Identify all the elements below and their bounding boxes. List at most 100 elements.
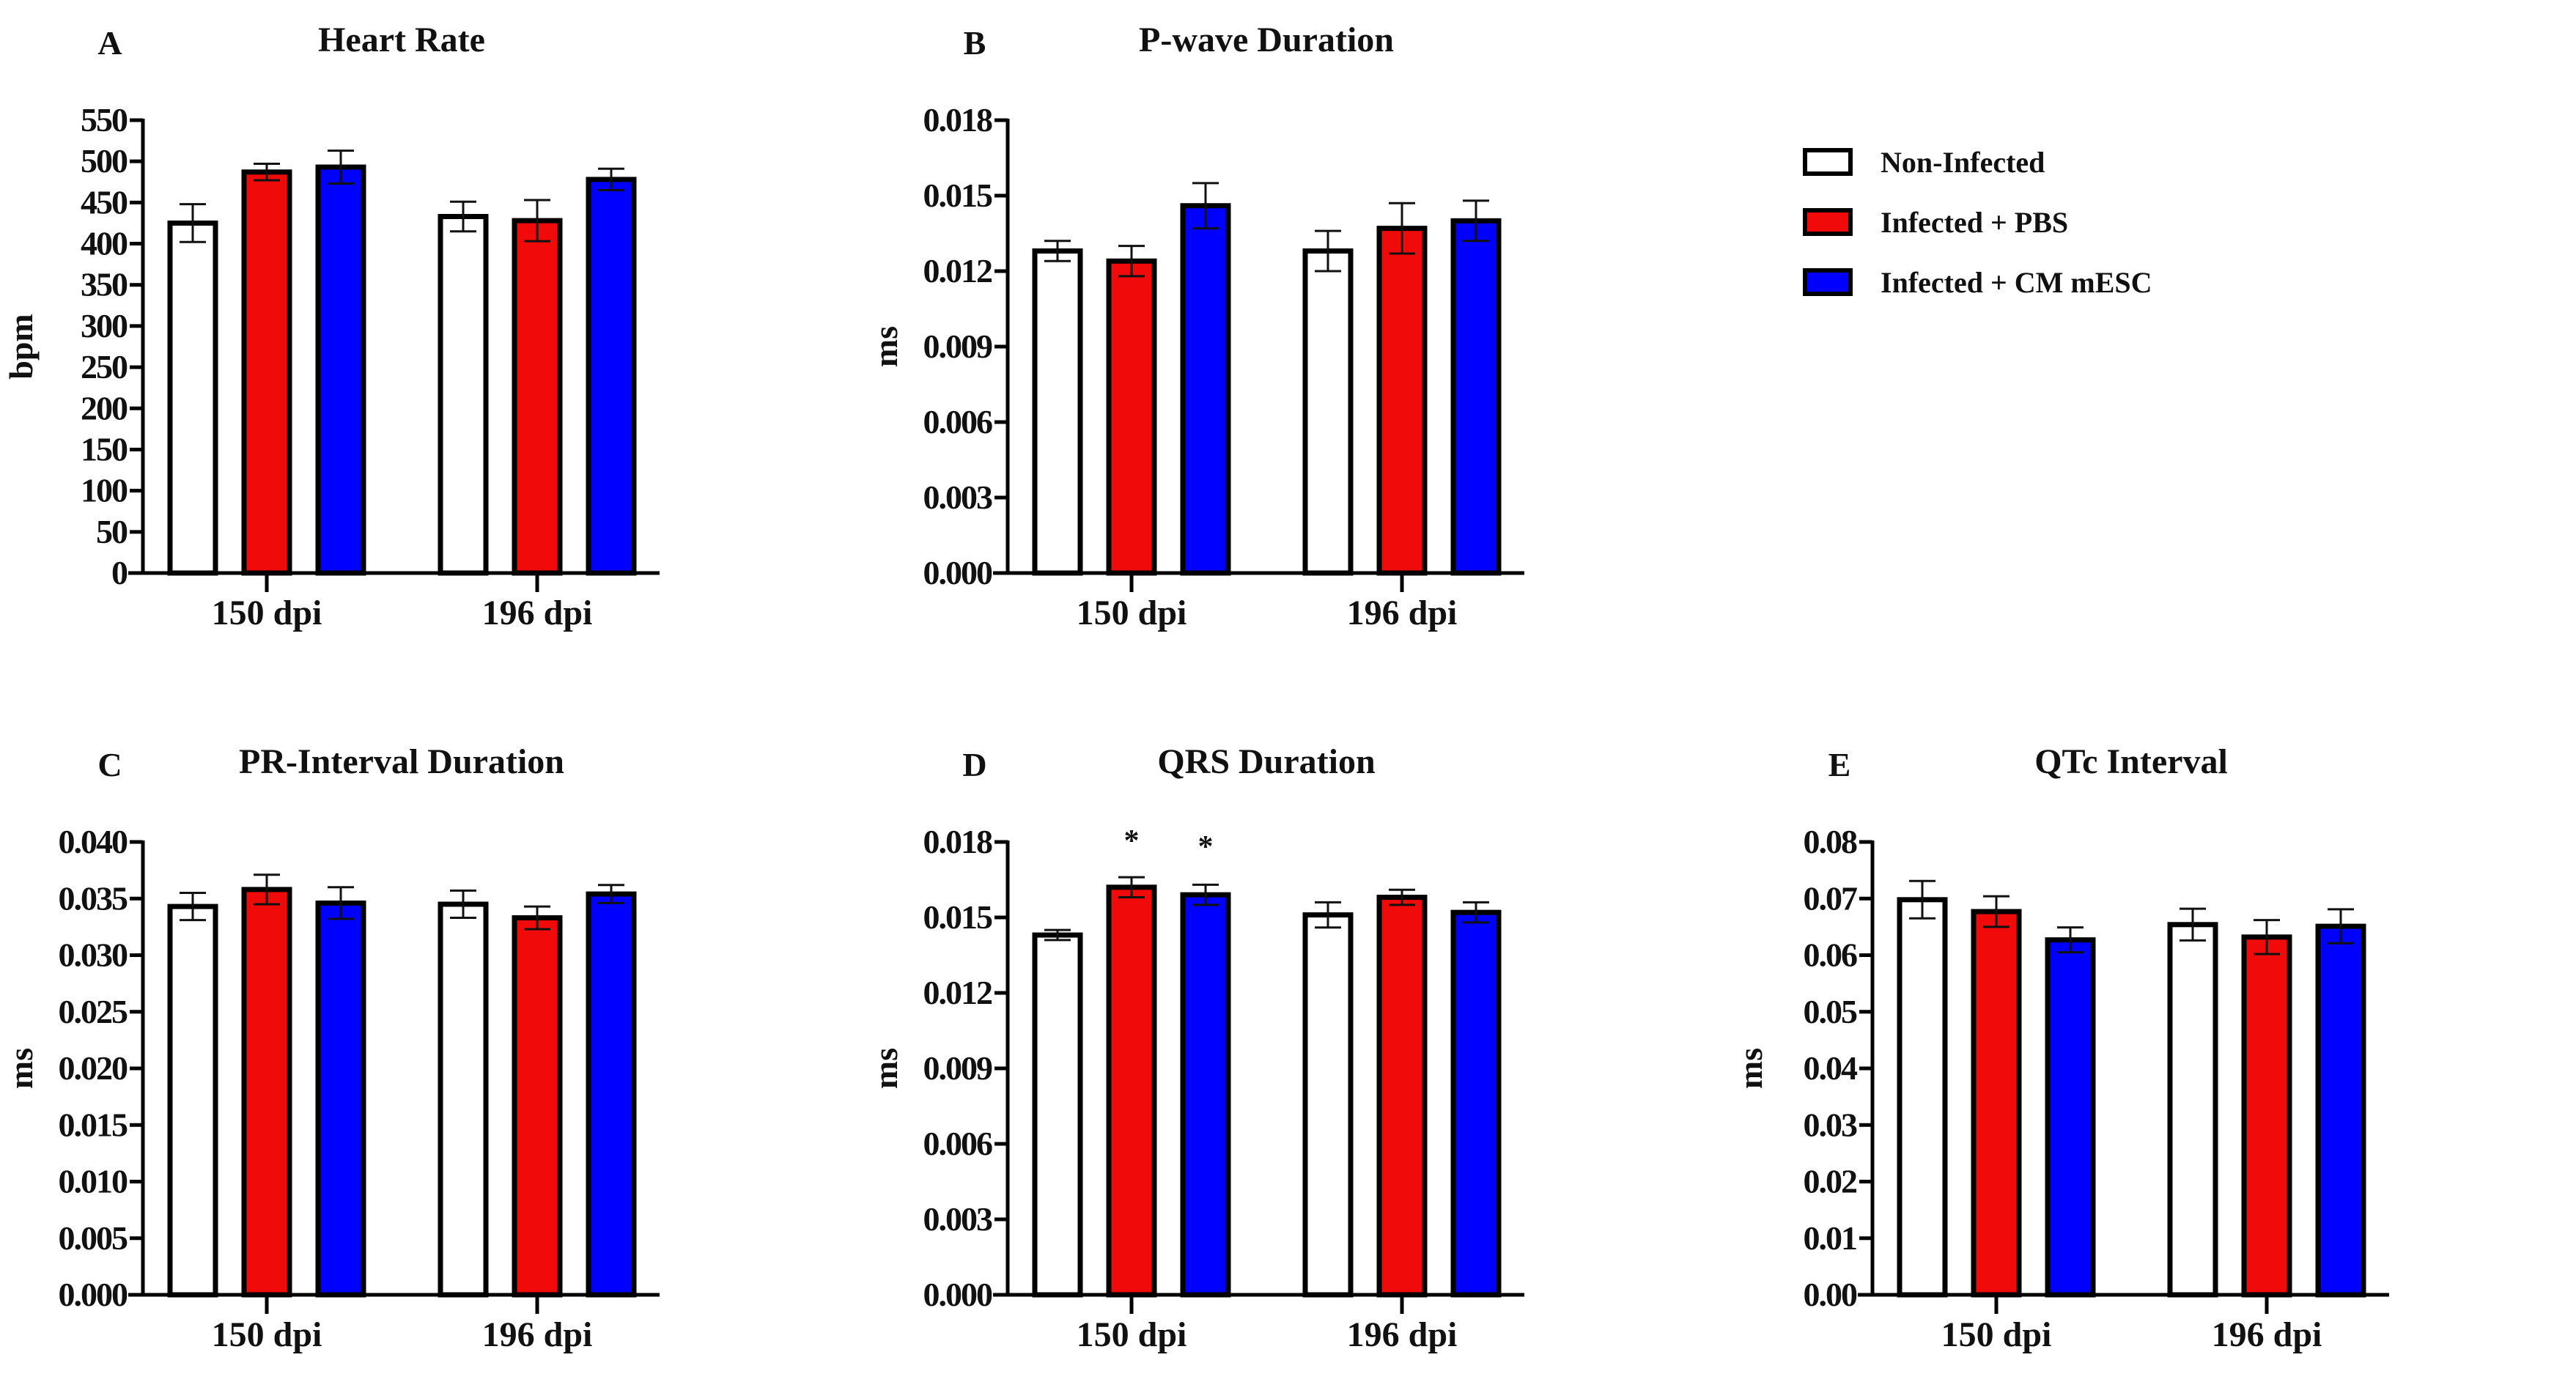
panel-letter: C xyxy=(97,746,122,783)
significance-marker: * xyxy=(1198,830,1214,864)
chart-title: Heart Rate xyxy=(318,21,485,59)
panel-letter: D xyxy=(962,746,986,783)
y-tick-label: 100 xyxy=(81,472,128,509)
y-tick-label: 0.015 xyxy=(59,1106,128,1143)
chart-panel-b: B P-wave Duration ms 0.000 0.003 0.006 0.009 0.… xyxy=(867,21,1524,632)
y-tick-label: 0.015 xyxy=(923,898,993,936)
y-axis-label: ms xyxy=(867,1048,904,1089)
panel-letter: E xyxy=(1828,746,1851,783)
legend-item-infected-pbs: Infected + PBS xyxy=(1803,192,2152,252)
chart-panel-a: A Heart Rate bpm 0 50 100 150 200 250 300 350 400 45… xyxy=(2,21,660,632)
y-tick-label: 0.006 xyxy=(923,1125,993,1162)
y-tick-label: 350 xyxy=(81,266,128,303)
bar xyxy=(512,915,563,1298)
y-tick-label: 0.015 xyxy=(923,177,993,214)
y-tick-label: 50 xyxy=(96,513,128,550)
y-tick-label: 0 xyxy=(111,554,128,591)
x-tick-label: 150 dpi xyxy=(1077,594,1187,632)
chart-title: QRS Duration xyxy=(1157,742,1375,781)
bar xyxy=(1180,892,1231,1298)
bar xyxy=(315,900,366,1298)
y-tick-label: 0.025 xyxy=(59,993,128,1030)
y-tick-label: 500 xyxy=(81,142,128,180)
chart-title: PR-Interval Duration xyxy=(239,742,564,781)
y-tick-label: 0.00 xyxy=(1804,1276,1858,1313)
legend-swatch xyxy=(1803,148,1853,176)
y-axis-label: bpm xyxy=(2,314,40,379)
chart-panel-c: C PR-Interval Duration ms 0.000 0.005 0.010 0.… xyxy=(2,742,660,1354)
y-tick-label: 250 xyxy=(81,348,128,385)
y-tick-label: 0.018 xyxy=(923,823,993,860)
bar xyxy=(1376,226,1428,576)
x-tick-label: 196 dpi xyxy=(482,1315,593,1354)
y-tick-label: 200 xyxy=(81,389,128,426)
significance-marker: * xyxy=(1124,824,1140,858)
y-tick-label: 0.040 xyxy=(59,823,128,860)
y-tick-label: 0.012 xyxy=(923,974,993,1011)
y-tick-label: 0.07 xyxy=(1804,879,1858,917)
y-tick-label: 0.000 xyxy=(923,1276,993,1313)
x-tick-label: 150 dpi xyxy=(1077,1315,1187,1354)
x-tick-label: 150 dpi xyxy=(1941,1315,2052,1354)
bar xyxy=(1302,912,1354,1298)
y-tick-label: 0.05 xyxy=(1804,993,1858,1030)
bar xyxy=(1897,897,1948,1298)
bar xyxy=(438,213,489,576)
bar xyxy=(1450,218,1502,576)
y-tick-label: 0.009 xyxy=(923,1049,993,1087)
y-tick-label: 0.000 xyxy=(923,554,993,591)
y-tick-label: 0.003 xyxy=(923,1200,993,1238)
legend-label: Non-Infected xyxy=(1881,145,2045,179)
y-axis-label: ms xyxy=(867,326,904,367)
y-tick-label: 400 xyxy=(81,225,128,262)
y-tick-label: 0.020 xyxy=(59,1049,128,1087)
panel-letter: B xyxy=(964,24,986,62)
bar xyxy=(1971,909,2022,1298)
bar xyxy=(2315,923,2366,1298)
y-tick-label: 0.03 xyxy=(1804,1106,1858,1143)
y-tick-label: 0.003 xyxy=(923,479,993,516)
y-tick-label: 0.000 xyxy=(59,1276,128,1313)
bar xyxy=(1032,932,1083,1298)
y-tick-label: 0.08 xyxy=(1804,823,1858,860)
bar xyxy=(1032,248,1083,576)
x-tick-label: 196 dpi xyxy=(1347,594,1458,632)
legend-item-infected-cm-mesc: Infected + CM mESC xyxy=(1803,252,2152,312)
legend: Non-Infected Infected + PBS Infected + C… xyxy=(1803,132,2152,312)
chart-title: P-wave Duration xyxy=(1139,21,1394,59)
bar xyxy=(1376,895,1428,1298)
bar xyxy=(315,164,366,576)
y-tick-label: 300 xyxy=(81,307,128,344)
y-tick-label: 0.04 xyxy=(1804,1049,1859,1087)
x-tick-label: 150 dpi xyxy=(212,594,322,632)
y-tick-label: 150 xyxy=(81,430,128,468)
bar xyxy=(1302,248,1354,576)
y-tick-label: 550 xyxy=(81,101,128,138)
x-tick-label: 196 dpi xyxy=(2212,1315,2322,1354)
bar xyxy=(586,177,637,576)
legend-label: Infected + PBS xyxy=(1881,205,2069,239)
y-tick-label: 0.035 xyxy=(59,879,128,917)
y-tick-label: 0.02 xyxy=(1804,1163,1858,1200)
panel-letter: A xyxy=(97,24,122,62)
chart-panel-d: D QRS Duration ms 0.000 0.003 0.006 0.009 0.012… xyxy=(867,742,1524,1354)
bar xyxy=(512,218,563,576)
chart-title: QTc Interval xyxy=(2034,742,2228,781)
bar xyxy=(2045,937,2096,1298)
legend-item-non-infected: Non-Infected xyxy=(1803,132,2152,192)
legend-swatch xyxy=(1803,208,1853,236)
bar xyxy=(241,169,292,576)
y-tick-label: 0.006 xyxy=(923,403,993,440)
y-tick-label: 0.06 xyxy=(1804,936,1858,974)
y-tick-label: 0.018 xyxy=(923,101,993,138)
x-tick-label: 150 dpi xyxy=(212,1315,322,1354)
bar xyxy=(438,901,489,1298)
y-tick-label: 0.009 xyxy=(923,328,993,365)
legend-swatch xyxy=(1803,268,1853,296)
y-tick-label: 0.005 xyxy=(59,1219,128,1257)
bar xyxy=(241,887,292,1298)
legend-label: Infected + CM mESC xyxy=(1881,265,2152,299)
bar xyxy=(167,904,218,1298)
bar xyxy=(2167,922,2218,1298)
